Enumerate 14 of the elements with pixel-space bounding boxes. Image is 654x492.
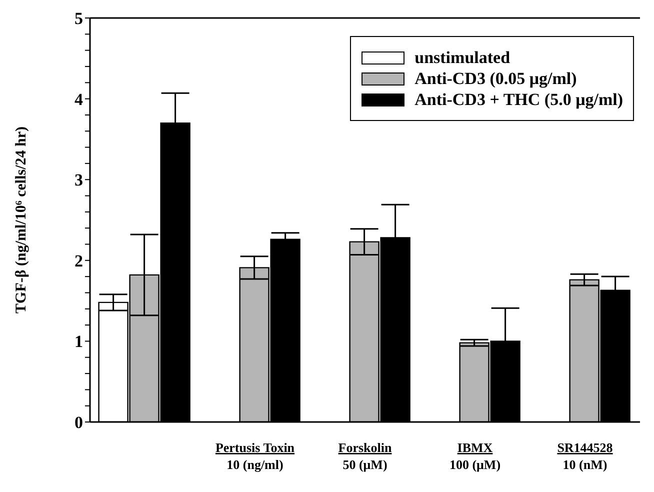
y-tick-label: 5 <box>74 9 83 28</box>
x-tick-label: SR144528 10 (nM) <box>557 440 614 472</box>
legend-label: unstimulated <box>414 48 510 68</box>
legend-label: Anti-CD3 + THC (5.0 μg/ml) <box>414 90 623 110</box>
legend-label: Anti-CD3 (0.05 μg/ml) <box>414 68 577 88</box>
x-tick-label: Pertusis Toxin 10 (ng/ml) <box>215 440 296 472</box>
y-tick-label: 0 <box>74 413 83 432</box>
y-tick-label: 4 <box>74 90 84 109</box>
y-tick-label: 2 <box>74 251 83 270</box>
y-tick-label: 1 <box>74 332 83 352</box>
y-axis-title: TGF-β (ng/ml/10⁶ cells/24 hr) <box>13 126 30 314</box>
y-tick-label: 3 <box>74 170 83 190</box>
x-tick-label: Forskolin 50 (μM) <box>338 440 392 472</box>
x-tick-label: IBMX 100 (μM) <box>449 440 501 472</box>
